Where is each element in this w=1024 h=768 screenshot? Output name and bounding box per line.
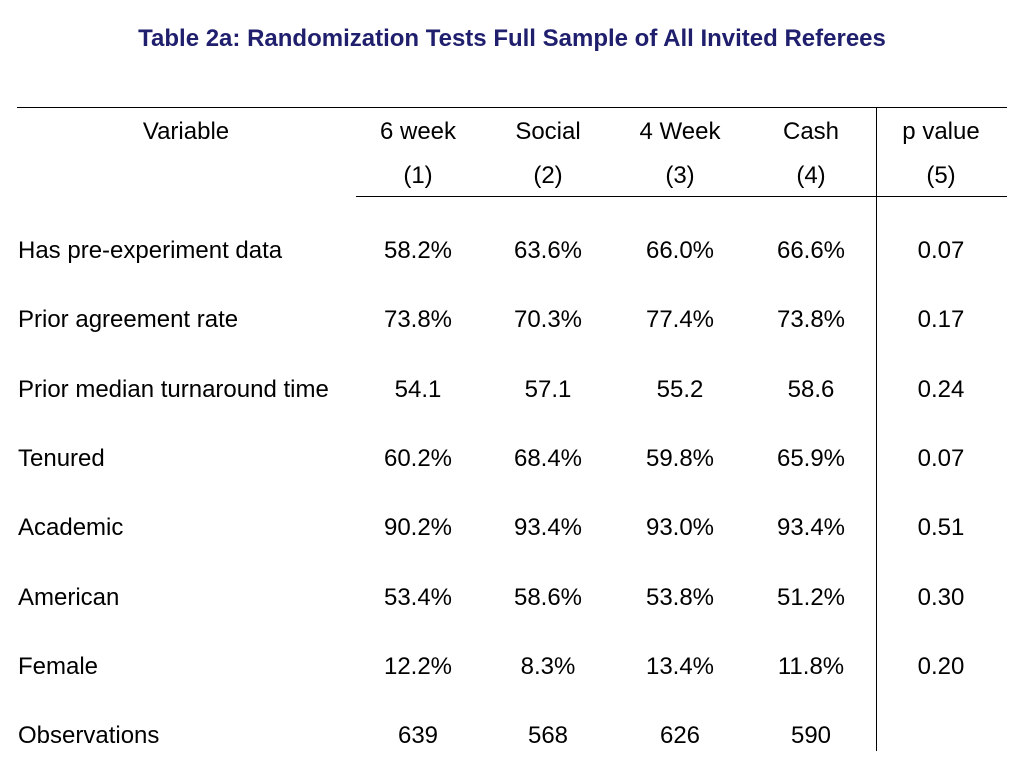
table-cell: 58.6: [787, 376, 835, 403]
table-cell: 93.4%: [776, 514, 846, 541]
table-cell: 66.6%: [776, 237, 846, 264]
table-cell: 0.20: [917, 653, 965, 680]
table-cell: 0.17: [917, 306, 965, 333]
row-label: Prior median turnaround time: [18, 376, 329, 403]
table-cell: 0.51: [917, 514, 965, 541]
header-bottom-rule: [356, 196, 1007, 197]
table-cell: 65.9%: [776, 445, 846, 472]
column-header-name: Cash: [782, 118, 840, 145]
table-cell: 0.24: [917, 376, 965, 403]
header-variable-label: Variable: [142, 118, 230, 145]
column-header-number: (1): [403, 162, 433, 189]
table-cell: 70.3%: [513, 306, 583, 333]
table-cell: 90.2%: [383, 514, 453, 541]
table-cell: 93.0%: [645, 514, 715, 541]
table-cell: 60.2%: [383, 445, 453, 472]
table-cell: 58.6%: [513, 584, 583, 611]
column-header-number: (5): [926, 162, 956, 189]
table-cell: 73.8%: [776, 306, 846, 333]
row-label: Observations: [18, 722, 160, 749]
table-cell: 57.1: [524, 376, 572, 403]
column-header-number: (2): [533, 162, 563, 189]
table-cell: 0.07: [917, 237, 965, 264]
row-label: Female: [18, 653, 99, 680]
column-header-number: (4): [796, 162, 826, 189]
table-cell: 639: [397, 722, 439, 749]
table-cell: 8.3%: [520, 653, 576, 680]
table-cell: 51.2%: [776, 584, 846, 611]
column-header-name: 6 week: [379, 118, 457, 145]
table-cell: 54.1: [394, 376, 442, 403]
table-cell: 590: [790, 722, 832, 749]
table-cell: 73.8%: [383, 306, 453, 333]
table-cell: 0.30: [917, 584, 965, 611]
row-label: American: [18, 584, 120, 611]
table-cell: 77.4%: [645, 306, 715, 333]
column-header-name: 4 Week: [639, 118, 721, 145]
row-label: Tenured: [18, 445, 105, 472]
table-cell: 68.4%: [513, 445, 583, 472]
row-label: Has pre-experiment data: [18, 237, 283, 264]
table-cell: 93.4%: [513, 514, 583, 541]
table-cell: 626: [659, 722, 701, 749]
pvalue-column-separator: [876, 107, 877, 751]
table-cell: 11.8%: [777, 653, 845, 680]
column-header-name: p value: [902, 118, 980, 145]
table-cell: 13.4%: [645, 653, 715, 680]
table-cell: 63.6%: [513, 237, 583, 264]
column-header-number: (3): [665, 162, 695, 189]
table-cell: 53.4%: [383, 584, 453, 611]
column-header-name: Social: [515, 118, 581, 145]
table-cell: 59.8%: [645, 445, 715, 472]
table-cell: 58.2%: [383, 237, 453, 264]
row-label: Prior agreement rate: [18, 306, 239, 333]
table-cell: 66.0%: [645, 237, 715, 264]
table-cell: 55.2: [656, 376, 704, 403]
table-top-rule: [17, 107, 1007, 108]
row-label: Academic: [18, 514, 124, 541]
table-cell: 12.2%: [383, 653, 453, 680]
page-title: Table 2a: Randomization Tests Full Sampl…: [138, 25, 886, 52]
table-cell: 0.07: [917, 445, 965, 472]
table-cell: 53.8%: [645, 584, 715, 611]
table-cell: 568: [527, 722, 569, 749]
